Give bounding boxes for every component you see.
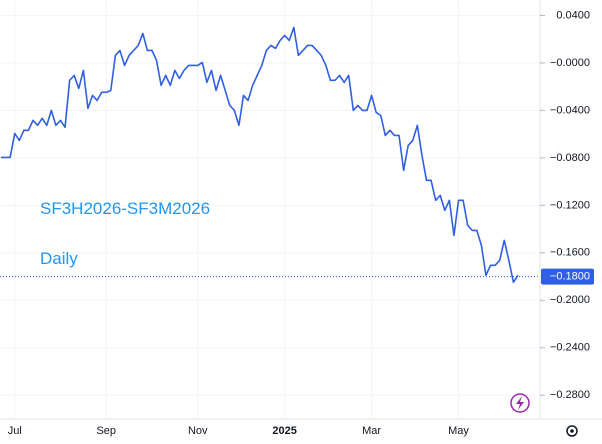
y-tick-label: −0.1600 <box>550 247 590 259</box>
y-tick-label: −0.2000 <box>550 294 590 306</box>
y-tick-label: −0.2400 <box>550 342 590 354</box>
y-tick-label: −0.0800 <box>550 152 590 164</box>
y-tick-label: −0.2800 <box>550 389 590 401</box>
price-line <box>1 26 519 284</box>
x-tick-label: Jul <box>8 425 22 437</box>
y-tick-label: 0.0400 <box>556 9 590 21</box>
settings-icon[interactable] <box>566 425 578 437</box>
y-tick-label: −0.0400 <box>550 104 590 116</box>
lightning-icon[interactable] <box>510 393 530 413</box>
y-tick-label: −0.1200 <box>550 199 590 211</box>
y-tick-label: −0.0000 <box>550 57 590 69</box>
x-tick-label: Mar <box>362 425 381 437</box>
last-value-label: −0.1800 <box>550 270 590 282</box>
x-tick-label: 2025 <box>272 425 296 437</box>
x-tick-label: Nov <box>188 425 208 437</box>
x-tick-label: Sep <box>96 425 116 437</box>
chart-subtitle: Daily <box>40 249 78 268</box>
x-tick-label: May <box>448 425 469 437</box>
chart-title: SF3H2026-SF3M2026 <box>40 199 210 218</box>
last-value-box <box>541 268 594 285</box>
